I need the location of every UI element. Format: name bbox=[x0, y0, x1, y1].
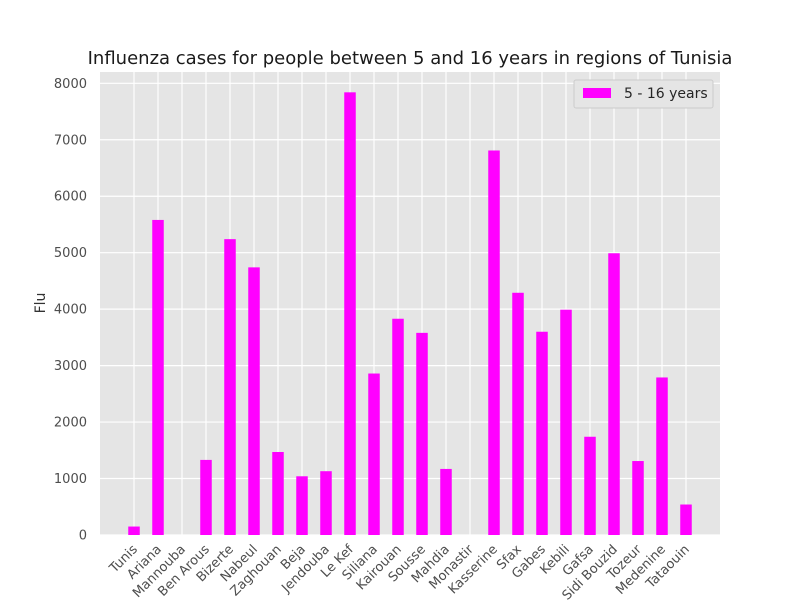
y-tick-label: 5000 bbox=[54, 246, 87, 261]
bar bbox=[344, 92, 356, 535]
bar bbox=[320, 471, 332, 535]
bar bbox=[296, 476, 308, 535]
y-tick-label: 0 bbox=[79, 529, 87, 544]
y-tick-label: 7000 bbox=[54, 133, 87, 148]
bar bbox=[368, 373, 380, 535]
y-tick-label: 4000 bbox=[54, 303, 87, 318]
bar bbox=[536, 331, 548, 535]
bar bbox=[392, 318, 404, 535]
legend-swatch bbox=[583, 88, 611, 98]
bar bbox=[608, 253, 620, 535]
legend: 5 - 16 years bbox=[573, 79, 714, 109]
bar bbox=[440, 468, 452, 535]
bar bbox=[416, 332, 428, 535]
y-tick-label: 2000 bbox=[54, 416, 87, 431]
bars bbox=[128, 92, 692, 536]
bar bbox=[200, 459, 212, 535]
y-tick-label: 1000 bbox=[54, 472, 87, 487]
y-tick-label: 6000 bbox=[54, 190, 87, 205]
bar bbox=[512, 292, 524, 535]
legend-label: 5 - 16 years bbox=[624, 86, 708, 102]
y-tick-labels: 0 1000 2000 3000 4000 5000 6000 7000 8000 bbox=[54, 77, 87, 544]
y-tick-label: 8000 bbox=[54, 77, 87, 92]
y-axis-label: Flu bbox=[33, 293, 49, 314]
y-tick-label: 3000 bbox=[54, 359, 87, 374]
bar bbox=[248, 267, 260, 535]
bar bbox=[632, 461, 644, 535]
bar bbox=[272, 451, 284, 535]
bar bbox=[656, 377, 668, 535]
bar bbox=[680, 504, 692, 535]
bar bbox=[224, 239, 236, 535]
bar bbox=[584, 436, 596, 535]
legend-box bbox=[573, 79, 714, 109]
bar bbox=[488, 150, 500, 536]
bar bbox=[128, 526, 140, 535]
bar bbox=[560, 309, 572, 535]
chart-title: Influenza cases for people between 5 and… bbox=[88, 48, 733, 69]
plot-background bbox=[100, 72, 720, 535]
bar bbox=[152, 219, 164, 535]
